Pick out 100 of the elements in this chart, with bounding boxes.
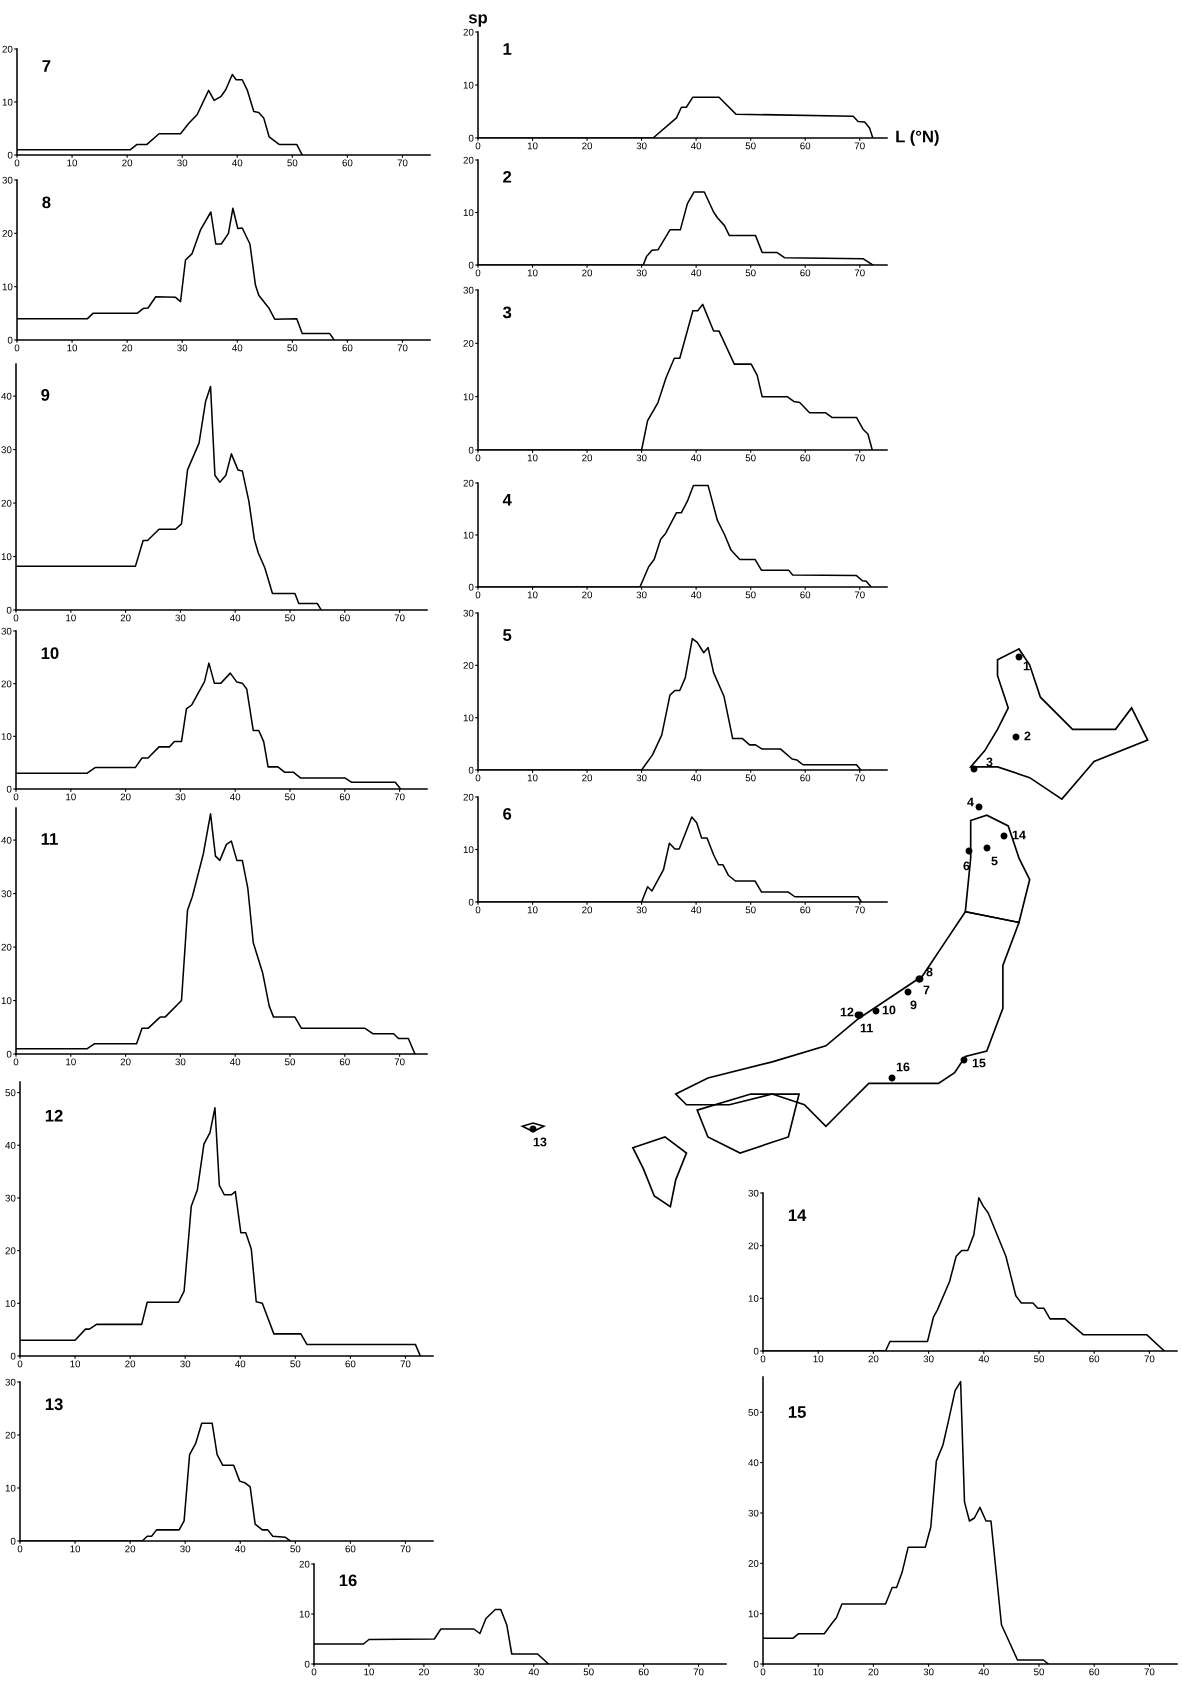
y-tick-label: 40 xyxy=(1,392,12,400)
x-tick-label: 30 xyxy=(473,1668,484,1676)
x-tick-label: 40 xyxy=(690,269,702,277)
x-tick-label: 0 xyxy=(760,1668,766,1676)
x-tick-label: 60 xyxy=(800,591,811,599)
chart-title: 16 xyxy=(339,1574,357,1587)
y-tick-label: 20 xyxy=(2,45,13,53)
y-tick-label: 30 xyxy=(748,1189,759,1197)
x-tick-label: 30 xyxy=(177,344,188,352)
x-tick-label: 70 xyxy=(854,906,865,914)
x-tick-label: 60 xyxy=(1089,1355,1100,1363)
x-tick-label: 20 xyxy=(125,1545,136,1553)
x-tick-label: 10 xyxy=(813,1668,824,1676)
y-tick-label: 10 xyxy=(1,553,12,561)
text: 13 xyxy=(533,1137,547,1147)
y-tick-label: 10 xyxy=(748,1610,759,1618)
x-tick-label: 20 xyxy=(120,793,131,801)
x-tick-label: 60 xyxy=(1089,1668,1100,1676)
x-tick-label: 60 xyxy=(345,1360,356,1368)
y-tick-label: 10 xyxy=(463,209,474,217)
y-tick-label: 0 xyxy=(468,261,474,269)
x-tick-label: 10 xyxy=(527,142,538,150)
x-tick-label: 40 xyxy=(235,1360,246,1368)
x-tick-label: 50 xyxy=(284,614,296,622)
y-tick-label: 20 xyxy=(1,680,12,688)
x-tick-label: 70 xyxy=(397,344,408,352)
x-tick-label: 60 xyxy=(339,793,350,801)
x-tick-label: 50 xyxy=(287,344,298,352)
text: 1 xyxy=(1023,661,1030,671)
x-tick-label: 40 xyxy=(232,344,243,352)
text: 8 xyxy=(42,196,51,209)
x-tick-label: 70 xyxy=(394,1058,405,1066)
text: 6 xyxy=(963,861,970,871)
y-tick-label: 30 xyxy=(5,1194,16,1202)
x-tick-label: 40 xyxy=(528,1668,539,1676)
x-tick-label: 30 xyxy=(180,1360,191,1368)
x-tick-label: 40 xyxy=(230,614,241,622)
text: 2 xyxy=(1024,731,1031,741)
y-tick-label: 10 xyxy=(1,733,12,740)
x-tick-label: 0 xyxy=(475,591,481,599)
x-tick-label: 60 xyxy=(800,454,811,462)
y-tick-label: 0 xyxy=(468,583,474,591)
y-tick-label: 0 xyxy=(468,766,474,774)
y-tick-label: 10 xyxy=(463,846,474,854)
x-tick-label: 50 xyxy=(284,793,296,801)
y-tick-label: 0 xyxy=(6,785,12,793)
x-tick-label: 60 xyxy=(800,269,811,277)
x-tick-label: 40 xyxy=(690,454,702,462)
text: 14 xyxy=(788,1209,807,1221)
y-tick-label: 10 xyxy=(463,81,474,89)
y-tick-label: 0 xyxy=(6,606,12,614)
x-tick-label: 20 xyxy=(582,774,593,782)
y-tick-label: 40 xyxy=(1,836,12,844)
text: 12 xyxy=(45,1109,63,1122)
x-tick-label: 70 xyxy=(400,1545,411,1553)
x-tick-label: 60 xyxy=(800,906,811,914)
x-tick-label: 30 xyxy=(636,142,647,150)
y-tick-label: 30 xyxy=(1,890,12,898)
y-tick-label: 0 xyxy=(6,1050,12,1058)
x-tick-label: 70 xyxy=(1144,1668,1155,1676)
y-tick-label: 0 xyxy=(468,134,474,142)
x-tick-label: 40 xyxy=(978,1355,989,1363)
x-tick-label: 20 xyxy=(125,1360,136,1368)
x-tick-label: 40 xyxy=(690,906,702,914)
x-tick-label: 0 xyxy=(475,906,481,914)
text: 2 xyxy=(503,170,512,183)
x-axis-title: L (°N) xyxy=(896,130,939,146)
y-tick-label: 40 xyxy=(748,1459,759,1467)
x-tick-label: 50 xyxy=(1033,1668,1045,1676)
x-tick-label: 50 xyxy=(290,1545,301,1553)
y-tick-label: 20 xyxy=(1,943,12,951)
text: 13 xyxy=(45,1398,63,1411)
x-tick-label: 10 xyxy=(527,774,538,782)
x-tick-label: 70 xyxy=(854,142,865,150)
y-tick-label: 0 xyxy=(10,1537,16,1545)
x-tick-label: 0 xyxy=(475,774,481,782)
x-tick-label: 0 xyxy=(311,1668,317,1676)
y-tick-label: 10 xyxy=(5,1300,16,1307)
y-tick-label: 20 xyxy=(463,28,474,36)
x-tick-label: 20 xyxy=(868,1668,879,1676)
x-tick-label: 70 xyxy=(854,591,865,599)
x-tick-label: 20 xyxy=(122,159,133,167)
y-tick-label: 0 xyxy=(7,336,13,344)
y-tick-label: 0 xyxy=(304,1660,310,1668)
y-tick-label: 10 xyxy=(1,997,12,1005)
x-tick-label: 20 xyxy=(868,1355,879,1363)
y-tick-label: 20 xyxy=(748,1560,759,1567)
text: 11 xyxy=(860,1023,873,1033)
text: 3 xyxy=(986,757,993,767)
text: 5 xyxy=(503,629,512,641)
x-tick-label: 10 xyxy=(66,1058,76,1066)
x-tick-label: 20 xyxy=(582,591,593,599)
x-tick-label: 60 xyxy=(800,142,811,150)
x-tick-label: 40 xyxy=(690,774,702,782)
x-tick-label: 70 xyxy=(397,159,408,167)
text: 4 xyxy=(967,797,974,807)
x-tick-label: 50 xyxy=(583,1668,594,1676)
y-tick-label: 30 xyxy=(2,176,13,184)
text: 15 xyxy=(788,1406,806,1418)
x-tick-label: 10 xyxy=(527,454,538,462)
